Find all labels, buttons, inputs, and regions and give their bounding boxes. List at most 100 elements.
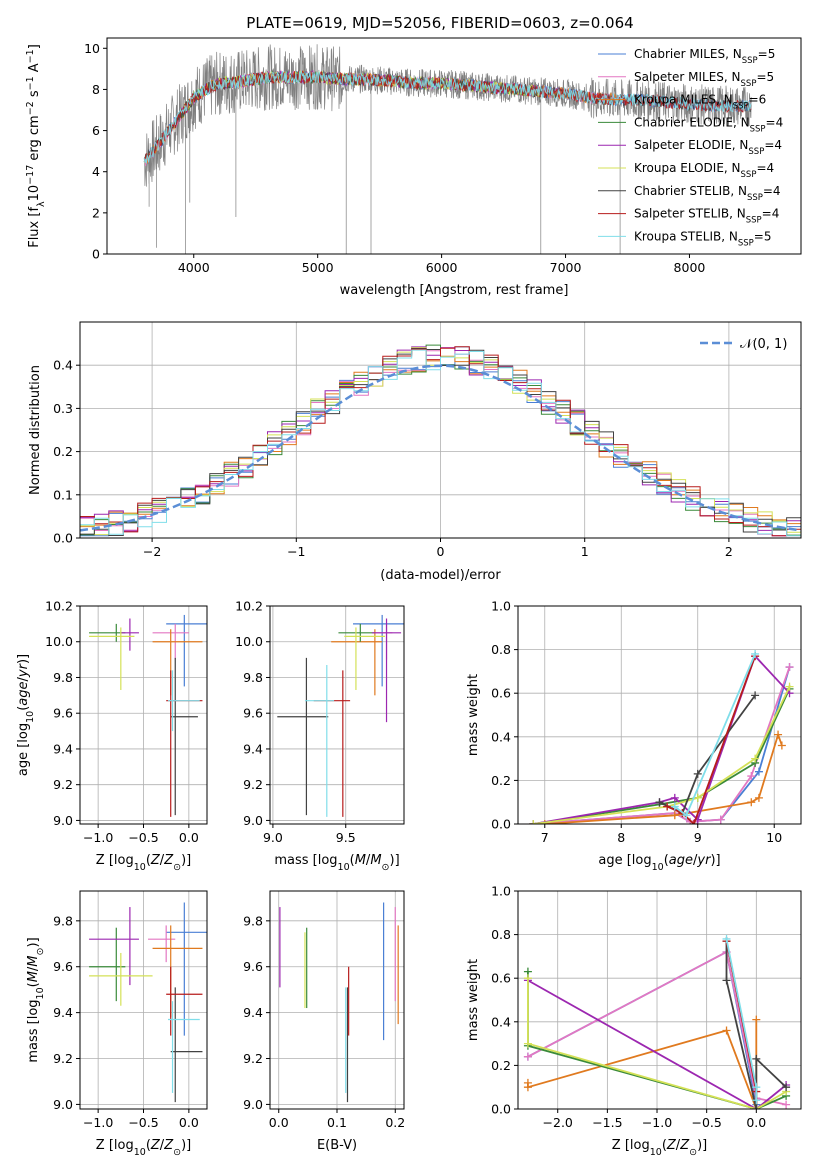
errorbar-point: [89, 907, 139, 986]
y-tick-label: 0.0: [53, 531, 73, 546]
legend-entry: Kroupa MILES, NSSP=6: [634, 93, 766, 112]
label-part: wavelength [Angstrom, rest frame]: [340, 283, 569, 298]
x-axis-label: mass [log10(M/M⊙)]: [274, 853, 399, 873]
label-part: Z: [163, 1138, 174, 1153]
weight-series: [529, 682, 794, 824]
label-part: 10: [35, 987, 46, 999]
weight-line: [725, 941, 787, 1109]
label-part: /: [16, 676, 31, 681]
label-part: −1: [25, 76, 36, 90]
y-tick-label: 9.8: [53, 913, 73, 928]
y-tick-label: 0.1: [53, 487, 73, 502]
label-part: Z: [163, 853, 174, 868]
plus-marker: [782, 1100, 791, 1109]
x-tick-label: 8: [617, 830, 625, 845]
plus-marker: [751, 649, 760, 658]
plus-marker: [722, 976, 731, 985]
errorbar-point: [89, 952, 153, 1006]
label-part: ⊙: [35, 947, 46, 955]
y-tick-label: 10.2: [235, 599, 263, 614]
label-part: (: [664, 853, 669, 868]
y-tick-label: 1.0: [491, 599, 511, 614]
y-tick-label: 0.4: [491, 729, 511, 744]
y-tick-label: 9.6: [243, 706, 263, 721]
legend-entry: Chabrier ELODIE, NSSP=4: [634, 115, 783, 134]
y-tick-label: 9.4: [53, 1005, 73, 1020]
y-axis-label: mass weight: [466, 674, 481, 756]
label-part: Flux [: [27, 212, 42, 248]
plus-marker: [693, 769, 702, 778]
plus-marker: [523, 1052, 532, 1061]
x-tick-label: 0.0: [746, 1115, 766, 1130]
legend-label: Chabrier ELODIE, N: [634, 115, 750, 129]
errorbar-point: [371, 618, 402, 723]
label-part: −17: [25, 165, 36, 185]
legend-label: Salpeter ELODIE, N: [634, 138, 748, 152]
legend-label: Kroupa STELIB, N: [634, 229, 738, 243]
label-part: /: [676, 1138, 681, 1153]
x-tick-label: 10: [766, 830, 782, 845]
x-axis-label: Z [log10(Z/Z⊙)]: [612, 1138, 707, 1158]
plus-marker: [663, 802, 672, 811]
errorbar-point: [166, 966, 203, 1036]
legend-entry: Kroupa ELODIE, NSSP=4: [634, 161, 774, 180]
errorbar-point: [167, 670, 200, 732]
x-axis-label: age [log10(age/yr)]: [598, 853, 720, 873]
plot-area: [270, 606, 404, 824]
y-tick-label: 9.8: [243, 670, 263, 685]
label-part: s: [27, 90, 42, 101]
x-tick-label: −1.5: [592, 1115, 622, 1130]
x-tick-label: 7: [541, 830, 549, 845]
histogram-series: [80, 346, 801, 537]
x-tick-label: 8000: [674, 260, 706, 275]
x-axis-label: (data-model)/error: [380, 568, 501, 583]
panel-residual_histogram: −2 −1 0 1 2 0.0 0.1 0.2 0.3 0.4 𝒩(0, 1) (data-model…: [28, 321, 802, 583]
y-tick-label: 0: [92, 247, 100, 262]
x-tick-label: 1: [581, 544, 589, 559]
y-tick-label: 9.6: [53, 959, 73, 974]
y-tick-label: 0.6: [491, 686, 511, 701]
label-part: )]: [26, 937, 41, 947]
legend-count: =5: [758, 47, 776, 61]
y-tick-label: 2: [92, 205, 100, 220]
y-tick-label: 0.0: [491, 817, 511, 832]
weight-series: [670, 649, 760, 820]
label-part: 10: [650, 1147, 662, 1158]
legend-subscript: SSP: [733, 102, 749, 112]
plot-area: [143, 44, 752, 254]
legend-label: Salpeter STELIB, N: [634, 207, 746, 221]
label-part: )]: [390, 853, 400, 868]
label-part: /: [160, 1138, 165, 1153]
label-part: )]: [181, 853, 191, 868]
panel-mass_vs_Z: −1.0 −0.5 0.09.09.29.49.69.8Z [log10(Z/Z⊙)…: [26, 890, 208, 1158]
label-part: )]: [710, 853, 720, 868]
label-part: yr: [696, 853, 712, 868]
label-part: 10: [25, 711, 36, 723]
legend-count: =5: [756, 70, 774, 84]
x-tick-label: 0.0: [179, 830, 199, 845]
label-part: λ: [36, 201, 47, 207]
label-part: 10: [134, 1147, 146, 1158]
errorbar-point: [344, 627, 386, 690]
y-tick-label: 0.2: [53, 444, 73, 459]
x-tick-label: 5000: [302, 260, 334, 275]
weight-series: [523, 974, 791, 1109]
legend-entry: Kroupa STELIB, NSSP=5: [634, 229, 772, 248]
plus-marker: [752, 1054, 761, 1063]
label-part: ⊙: [382, 862, 390, 873]
label-part: M: [355, 853, 366, 868]
axes-frame: [517, 890, 802, 1110]
plus-marker: [747, 798, 756, 807]
axes-frame: [79, 605, 208, 825]
y-tick-label: 9.6: [53, 706, 73, 721]
label-part: Z: [666, 1138, 677, 1153]
label-part: )]: [181, 1138, 191, 1153]
errorbar-point: [89, 627, 135, 690]
label-part: age [log: [16, 723, 31, 776]
errorbar-point: [353, 614, 404, 687]
errorbar-point: [152, 629, 203, 696]
y-tick-label: 9.0: [53, 1097, 73, 1112]
x-axis-label: Z [log10(Z/Z⊙)]: [96, 1138, 191, 1158]
y-tick-label: 0.2: [491, 1058, 511, 1073]
